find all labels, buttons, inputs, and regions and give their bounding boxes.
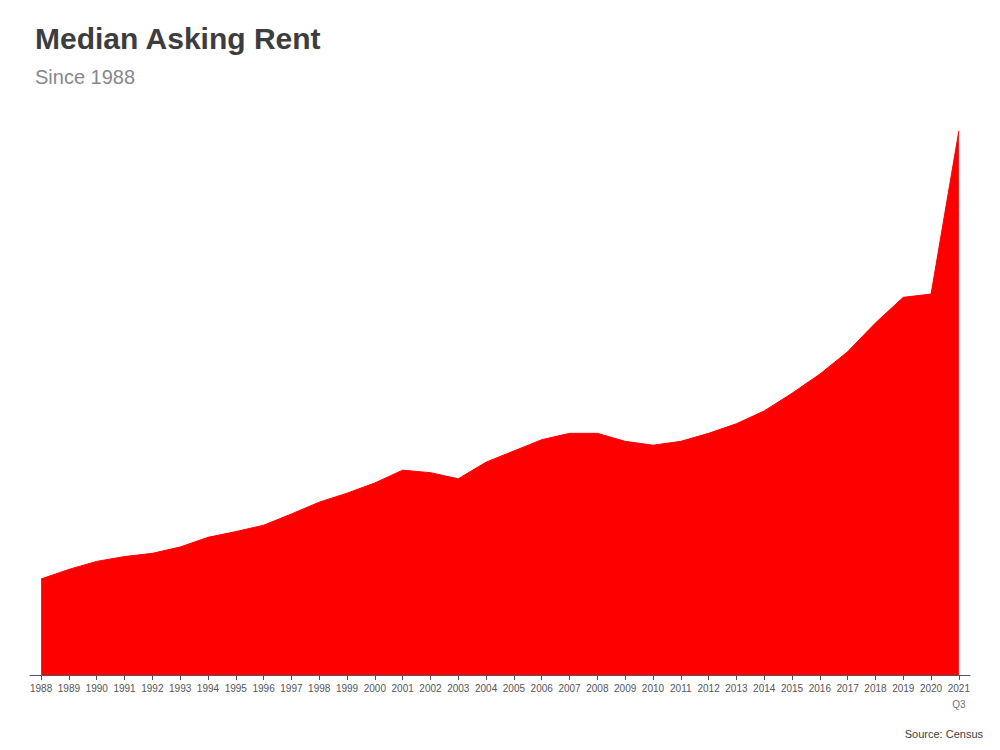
svg-text:2012: 2012 xyxy=(697,683,720,694)
svg-text:2016: 2016 xyxy=(809,683,832,694)
svg-text:1994: 1994 xyxy=(197,683,220,694)
svg-text:Source: Census: Source: Census xyxy=(905,728,984,740)
svg-text:2019: 2019 xyxy=(892,683,915,694)
svg-text:2015: 2015 xyxy=(781,683,804,694)
svg-text:1990: 1990 xyxy=(86,683,109,694)
svg-text:2006: 2006 xyxy=(531,683,554,694)
svg-text:2021: 2021 xyxy=(948,683,971,694)
svg-text:1997: 1997 xyxy=(280,683,303,694)
svg-text:Since 1988: Since 1988 xyxy=(35,66,135,88)
svg-text:1988: 1988 xyxy=(30,683,53,694)
svg-text:2009: 2009 xyxy=(614,683,637,694)
svg-text:Q3: Q3 xyxy=(952,699,966,710)
svg-text:1989: 1989 xyxy=(58,683,81,694)
svg-text:1999: 1999 xyxy=(336,683,359,694)
svg-text:2011: 2011 xyxy=(670,683,692,694)
svg-text:2018: 2018 xyxy=(864,683,887,694)
svg-text:2008: 2008 xyxy=(586,683,609,694)
svg-text:1996: 1996 xyxy=(252,683,275,694)
svg-text:2020: 2020 xyxy=(920,683,943,694)
svg-text:2004: 2004 xyxy=(475,683,498,694)
svg-text:1998: 1998 xyxy=(308,683,331,694)
svg-text:2005: 2005 xyxy=(503,683,526,694)
svg-text:2000: 2000 xyxy=(364,683,387,694)
svg-text:2017: 2017 xyxy=(837,683,860,694)
svg-text:2010: 2010 xyxy=(642,683,665,694)
svg-text:1992: 1992 xyxy=(141,683,164,694)
svg-text:2001: 2001 xyxy=(392,683,415,694)
svg-text:2002: 2002 xyxy=(419,683,442,694)
svg-text:1993: 1993 xyxy=(169,683,192,694)
svg-text:2003: 2003 xyxy=(447,683,470,694)
svg-text:1995: 1995 xyxy=(225,683,248,694)
svg-text:2014: 2014 xyxy=(753,683,776,694)
svg-text:2013: 2013 xyxy=(725,683,748,694)
svg-text:1991: 1991 xyxy=(113,683,136,694)
svg-text:Median Asking Rent: Median Asking Rent xyxy=(35,22,321,55)
svg-text:2007: 2007 xyxy=(558,683,581,694)
